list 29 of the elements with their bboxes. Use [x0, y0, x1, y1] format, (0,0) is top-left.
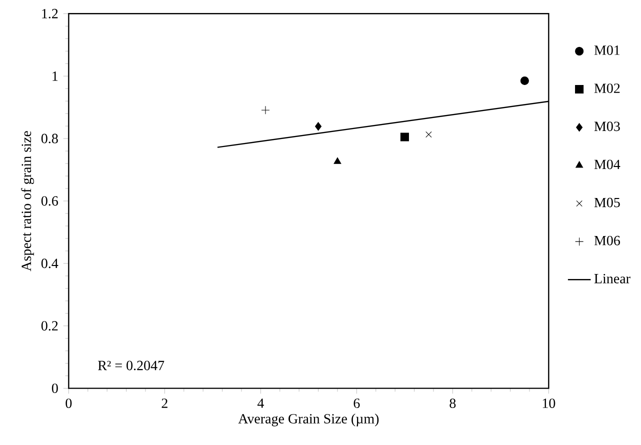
y-tick-label: 1.2 — [42, 8, 58, 18]
legend-label: Linear — [594, 274, 630, 284]
x-tick-label: 2 — [162, 398, 168, 408]
y-tick-label: 0.4 — [41, 258, 58, 268]
x-axis-title: Average Grain Size (µm) — [238, 414, 379, 426]
y-tick-label: 1 — [52, 71, 58, 81]
x-tick-label: 4 — [257, 398, 264, 408]
x-tick-label: 8 — [450, 398, 456, 408]
point — [315, 122, 322, 131]
legend-label: M06 — [594, 236, 620, 246]
point — [520, 76, 529, 86]
point — [334, 157, 342, 164]
point — [261, 106, 270, 114]
y-axis-title: Aspect ratio of grain size — [21, 131, 34, 272]
point — [426, 131, 432, 138]
legend-label: M05 — [594, 198, 620, 208]
legend-label: M03 — [594, 122, 620, 132]
y-tick-label: 0.8 — [41, 134, 58, 144]
x-tick-label: 10 — [542, 398, 556, 408]
legend-label: M01 — [594, 45, 620, 55]
legend-label: M04 — [594, 160, 620, 170]
legend-label: M02 — [594, 84, 620, 94]
y-tick-label: 0 — [52, 384, 58, 394]
x-tick-label: 6 — [354, 398, 360, 408]
annotation: R² = 0.2047 — [98, 360, 164, 370]
x-tick-label: 0 — [66, 398, 72, 408]
point — [400, 132, 409, 142]
y-tick-label: 0.6 — [41, 196, 58, 206]
y-tick-label: 0.2 — [41, 321, 58, 331]
